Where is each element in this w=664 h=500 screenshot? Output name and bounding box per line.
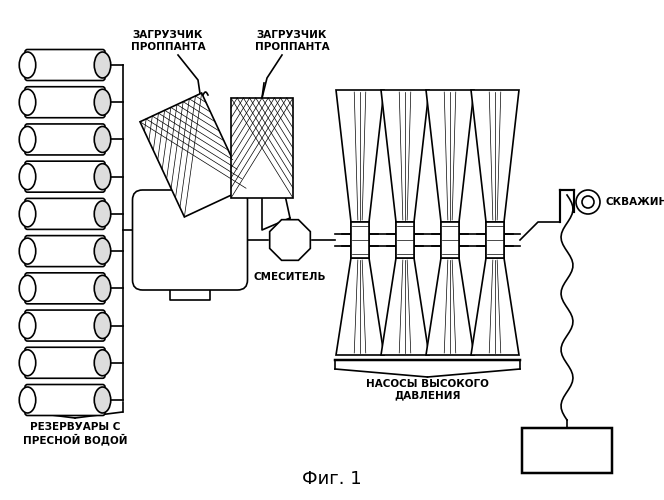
FancyBboxPatch shape [25, 161, 105, 192]
Ellipse shape [94, 238, 111, 264]
Ellipse shape [19, 52, 36, 78]
FancyBboxPatch shape [25, 50, 105, 80]
Polygon shape [426, 258, 474, 355]
Ellipse shape [19, 387, 36, 413]
Polygon shape [336, 90, 384, 222]
Bar [486, 222, 504, 258]
Text: СМЕСИТЕЛЬ: СМЕСИТЕЛЬ [254, 272, 326, 282]
Bar [441, 222, 459, 258]
Ellipse shape [94, 276, 111, 301]
Ellipse shape [19, 89, 36, 115]
Ellipse shape [94, 387, 111, 413]
Ellipse shape [19, 312, 36, 338]
Polygon shape [381, 258, 429, 355]
Polygon shape [270, 220, 310, 260]
Ellipse shape [94, 201, 111, 227]
Circle shape [582, 196, 594, 208]
FancyBboxPatch shape [25, 348, 105, 378]
Ellipse shape [19, 238, 36, 264]
FancyBboxPatch shape [25, 86, 105, 118]
Polygon shape [381, 90, 429, 222]
FancyBboxPatch shape [133, 190, 248, 290]
Text: Фиг. 1: Фиг. 1 [302, 470, 362, 488]
FancyBboxPatch shape [25, 384, 105, 416]
Ellipse shape [19, 276, 36, 301]
FancyBboxPatch shape [25, 124, 105, 155]
FancyBboxPatch shape [25, 236, 105, 266]
Polygon shape [336, 258, 384, 355]
Polygon shape [471, 90, 519, 222]
Ellipse shape [94, 164, 111, 190]
Ellipse shape [19, 201, 36, 227]
FancyBboxPatch shape [25, 310, 105, 341]
Ellipse shape [19, 126, 36, 152]
Bar [231, 98, 293, 198]
Text: СКВАЖИНА: СКВАЖИНА [606, 197, 664, 207]
Bar [522, 428, 612, 472]
Bar [351, 222, 369, 258]
Ellipse shape [94, 89, 111, 115]
Text: РЕЗЕРВУАР
СМЕШИВА-
НИЯ С ГЕЛЕМ: РЕЗЕРВУАР СМЕШИВА- НИЯ С ГЕЛЕМ [153, 224, 228, 256]
Text: НАСОСЫ ВЫСОКОГО
ДАВЛЕНИЯ: НАСОСЫ ВЫСОКОГО ДАВЛЕНИЯ [366, 379, 489, 400]
Ellipse shape [19, 164, 36, 190]
Circle shape [576, 190, 600, 214]
Ellipse shape [94, 312, 111, 338]
Text: РЕЗЕРВУАРЫ С
ПРЕСНОЙ ВОДОЙ: РЕЗЕРВУАРЫ С ПРЕСНОЙ ВОДОЙ [23, 422, 127, 446]
Ellipse shape [19, 350, 36, 376]
Text: ЗАГРУЗЧИК
ПРОППАНТА: ЗАГРУЗЧИК ПРОППАНТА [255, 30, 329, 52]
Ellipse shape [94, 52, 111, 78]
Text: ЗАГРУЗЧИК
ПРОППАНТА: ЗАГРУЗЧИК ПРОППАНТА [131, 30, 205, 52]
Text: МОДУЛЬ
УПРАВЛЕНИЯ: МОДУЛЬ УПРАВЛЕНИЯ [523, 439, 610, 461]
Polygon shape [426, 90, 474, 222]
Polygon shape [471, 258, 519, 355]
FancyBboxPatch shape [25, 198, 105, 230]
Polygon shape [140, 93, 246, 217]
Ellipse shape [94, 350, 111, 376]
Bar [396, 222, 414, 258]
Ellipse shape [94, 126, 111, 152]
FancyBboxPatch shape [25, 273, 105, 304]
